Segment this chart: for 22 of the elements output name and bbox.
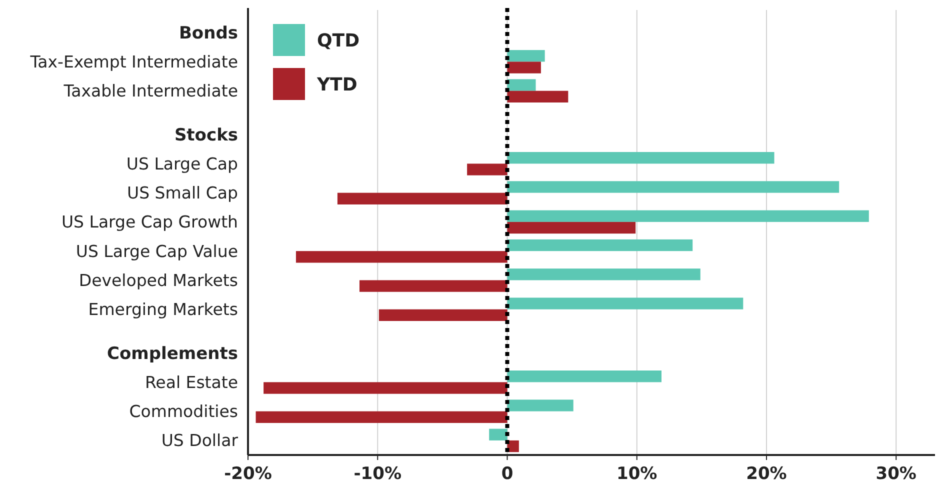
y-tick-label: US Large Cap bbox=[126, 154, 238, 174]
x-tick-label: -20% bbox=[224, 464, 272, 484]
y-tick-label: Real Estate bbox=[144, 372, 238, 392]
y-tick-label: US Large Cap Value bbox=[76, 242, 238, 261]
y-tick-label: Commodities bbox=[129, 402, 238, 422]
y-tick-label: US Large Cap Growth bbox=[61, 212, 238, 232]
y-tick-label: Tax-Exempt Intermediate bbox=[29, 52, 238, 72]
x-tick-label: 20% bbox=[746, 464, 787, 484]
legend-label: QTD bbox=[317, 30, 360, 52]
x-tick-label: -10% bbox=[354, 464, 402, 484]
legend-label: YTD bbox=[316, 74, 358, 96]
y-tick-label: Emerging Markets bbox=[88, 300, 238, 320]
y-tick-label: Stocks bbox=[174, 125, 238, 146]
x-tick-label: 0 bbox=[501, 464, 514, 484]
y-tick-label: Bonds bbox=[178, 24, 238, 44]
y-tick-label: Developed Markets bbox=[78, 270, 238, 290]
x-tick-label: 10% bbox=[616, 464, 658, 484]
y-tick-label: US Dollar bbox=[161, 431, 238, 450]
y-tick-label: US Small Cap bbox=[127, 184, 238, 203]
x-tick-label: 30% bbox=[876, 464, 916, 484]
y-tick-label: Taxable Intermediate bbox=[62, 82, 238, 101]
y-tick-label: Complements bbox=[107, 344, 238, 364]
